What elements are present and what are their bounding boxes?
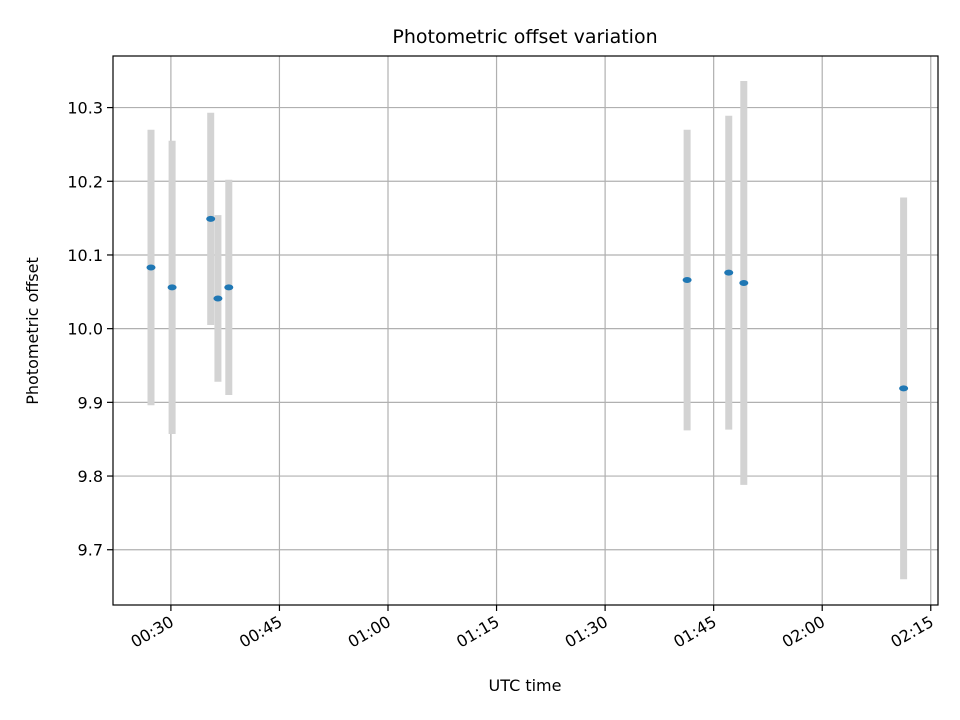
y-tick-label: 9.8: [78, 467, 103, 486]
data-point: [167, 284, 177, 291]
y-tick-label: 10.2: [67, 172, 103, 191]
data-point: [724, 269, 734, 276]
data-point: [224, 284, 234, 291]
plot-frame: [112, 55, 939, 606]
y-tick-label: 9.7: [78, 541, 103, 560]
data-point: [682, 277, 692, 284]
data-point: [206, 215, 216, 222]
grid: [113, 56, 938, 605]
data-point: [213, 295, 223, 302]
data-point: [146, 264, 156, 271]
data-point: [899, 385, 909, 392]
data-points: [146, 215, 909, 392]
y-axis: 9.7 9.8 9.9 10.0 10.1 10.2 10.3: [67, 99, 113, 560]
chart-title: Photometric offset variation: [392, 26, 657, 48]
y-tick-label: 10.1: [67, 246, 103, 265]
y-tick-label: 10.3: [67, 99, 103, 118]
y-axis-label: Photometric offset: [23, 257, 42, 405]
y-tick-label: 9.9: [78, 393, 103, 412]
y-tick-label: 10.0: [67, 320, 103, 339]
x-axis-label: UTC time: [489, 676, 562, 695]
data-point: [739, 279, 749, 286]
